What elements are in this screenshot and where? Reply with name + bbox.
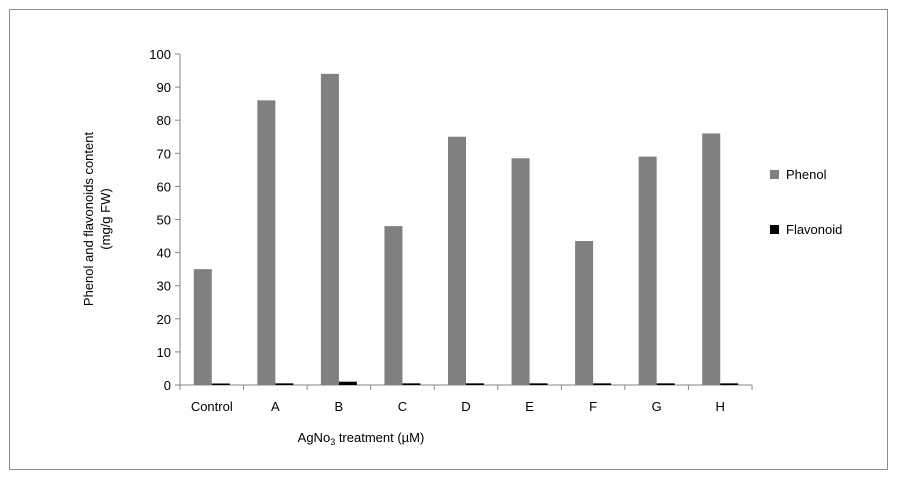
y-tick-label: 30 [157,279,171,294]
legend-label: Flavonoid [786,222,842,237]
legend: Phenol Flavonoid [770,167,842,237]
flavonoid-bar [275,383,294,385]
phenol-bar [448,136,466,385]
phenol-bar [257,100,276,385]
phenol-bar [384,226,403,385]
y-tick-label: 70 [157,146,171,161]
phenol-bar [193,269,212,385]
x-tick-label: D [461,399,470,414]
legend-swatch [770,170,779,179]
y-tick-label: 0 [164,378,171,393]
x-tick-label: G [652,399,662,414]
y-axis-label-line2: (mg/g FW) [98,188,113,249]
y-tick-label: 40 [157,246,171,261]
flavonoid-bar [402,383,421,385]
flavonoid-bar [466,383,484,385]
phenol-bar [320,73,339,386]
y-axis: 0 10 20 30 40 50 60 70 80 90 100 [149,47,181,393]
x-tick-label: Control [191,399,233,414]
x-tick-label: E [525,399,534,414]
phenol-bar [511,158,530,385]
legend-swatch [770,225,779,234]
bars [193,73,739,386]
flavonoid-bar [211,383,230,385]
phenol-bar [638,156,657,385]
x-axis-label-prefix: AgNo [298,430,331,445]
x-axis-label-suffix: treatment (µM) [335,430,424,445]
phenol-bar [702,133,721,385]
legend-label: Phenol [786,167,827,182]
flavonoid-bar [338,381,357,385]
y-tick-label: 90 [157,80,171,95]
flavonoid-bar [656,383,675,385]
y-tick-label: 60 [157,179,171,194]
x-axis: Control A B C D E F G H [179,384,753,414]
chart-area-border [9,9,888,470]
flavonoid-bar [720,383,739,385]
y-tick-label: 100 [149,47,171,62]
flavonoid-bar [593,383,612,385]
y-tick-label: 80 [157,113,171,128]
x-axis-label: AgNo3 treatment (µM) [298,430,425,447]
y-axis-label-line1: Phenol and flavonoids content [81,132,96,307]
x-tick-label: C [398,399,407,414]
y-tick-label: 20 [157,312,171,327]
phenol-bar [575,241,594,385]
y-tick-label: 10 [157,345,171,360]
x-tick-label: A [271,399,280,414]
x-tick-label: B [335,399,344,414]
flavonoid-bar [529,383,548,385]
x-axis-label-subscript: 3 [330,437,335,447]
x-tick-label: F [589,399,597,414]
x-tick-label: H [716,399,725,414]
y-tick-label: 50 [157,213,171,228]
